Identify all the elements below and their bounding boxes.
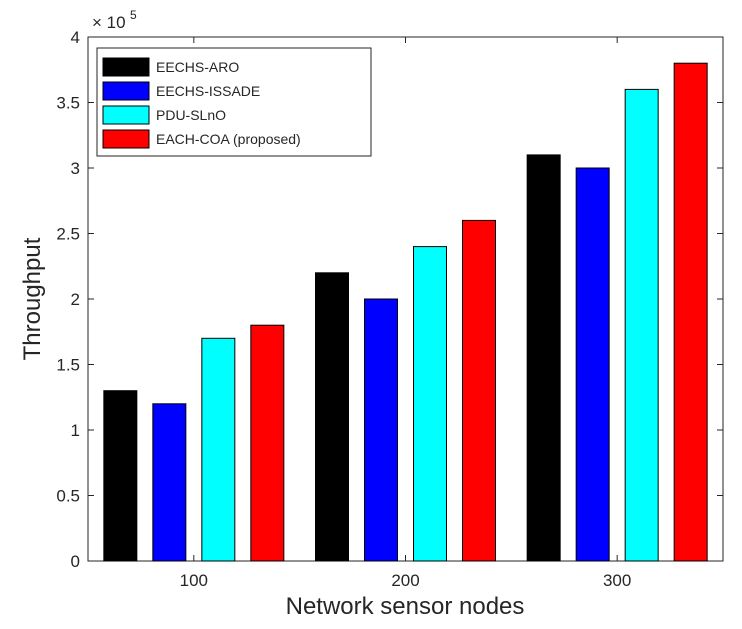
legend-label: EECHS-ARO (156, 59, 239, 75)
x-tick-label: 300 (603, 571, 631, 590)
y-axis-label: Throughput (19, 237, 46, 360)
bar-eechs-issade-300 (575, 167, 610, 562)
y-tick-label: 0 (71, 552, 80, 571)
y-tick-label: 3 (71, 159, 80, 178)
bar-pdu-slno-300 (624, 88, 659, 562)
bar-eechs-aro-300 (526, 154, 561, 562)
bar-eechs-aro-100 (103, 390, 138, 562)
x-tick-label: 200 (391, 571, 419, 590)
y-exponent-base: × 10 (92, 13, 126, 32)
y-tick-label: 4 (71, 28, 80, 47)
legend-swatch (102, 129, 150, 149)
y-tick-label: 1.5 (56, 356, 80, 375)
legend-label: EACH-COA (proposed) (156, 131, 301, 147)
legend-label: PDU-SLnO (156, 107, 226, 123)
bar-each-coa-proposed-100 (250, 324, 285, 562)
y-exponent-label: × 10 5 (92, 8, 137, 32)
bars (103, 62, 708, 562)
bar-eechs-aro-200 (315, 272, 349, 562)
legend-label: EECHS-ISSADE (156, 83, 260, 99)
legend-swatch (102, 105, 150, 125)
x-tick-label: 100 (180, 571, 208, 590)
x-ticks: 100 200 300 (180, 37, 631, 590)
bar-eechs-issade-200 (364, 298, 398, 562)
bar-pdu-slno-200 (413, 246, 447, 562)
bar-each-coa-proposed-200 (462, 219, 496, 562)
bar-pdu-slno-100 (201, 337, 236, 562)
y-tick-label: 1 (71, 421, 80, 440)
y-tick-label: 3.5 (56, 94, 80, 113)
y-tick-label: 2.5 (56, 225, 80, 244)
y-tick-label: 0.5 (56, 487, 80, 506)
y-exponent-power: 5 (130, 8, 137, 22)
bar-each-coa-proposed-300 (673, 62, 708, 562)
x-axis-label: Network sensor nodes (286, 593, 525, 620)
y-ticks: 0 0.5 1 1.5 2 2.5 3 3.5 4 (56, 28, 723, 571)
y-tick-label: 2 (71, 290, 80, 309)
legend-swatch (102, 57, 150, 77)
plot-area: 0 0.5 1 1.5 2 2.5 3 3.5 4 100 200 300 (56, 28, 724, 590)
bar-eechs-issade-100 (152, 403, 187, 562)
legend: EECHS-ARO EECHS-ISSADE PDU-SLnO EACH-COA (p… (96, 47, 372, 157)
legend-swatch (102, 81, 150, 101)
